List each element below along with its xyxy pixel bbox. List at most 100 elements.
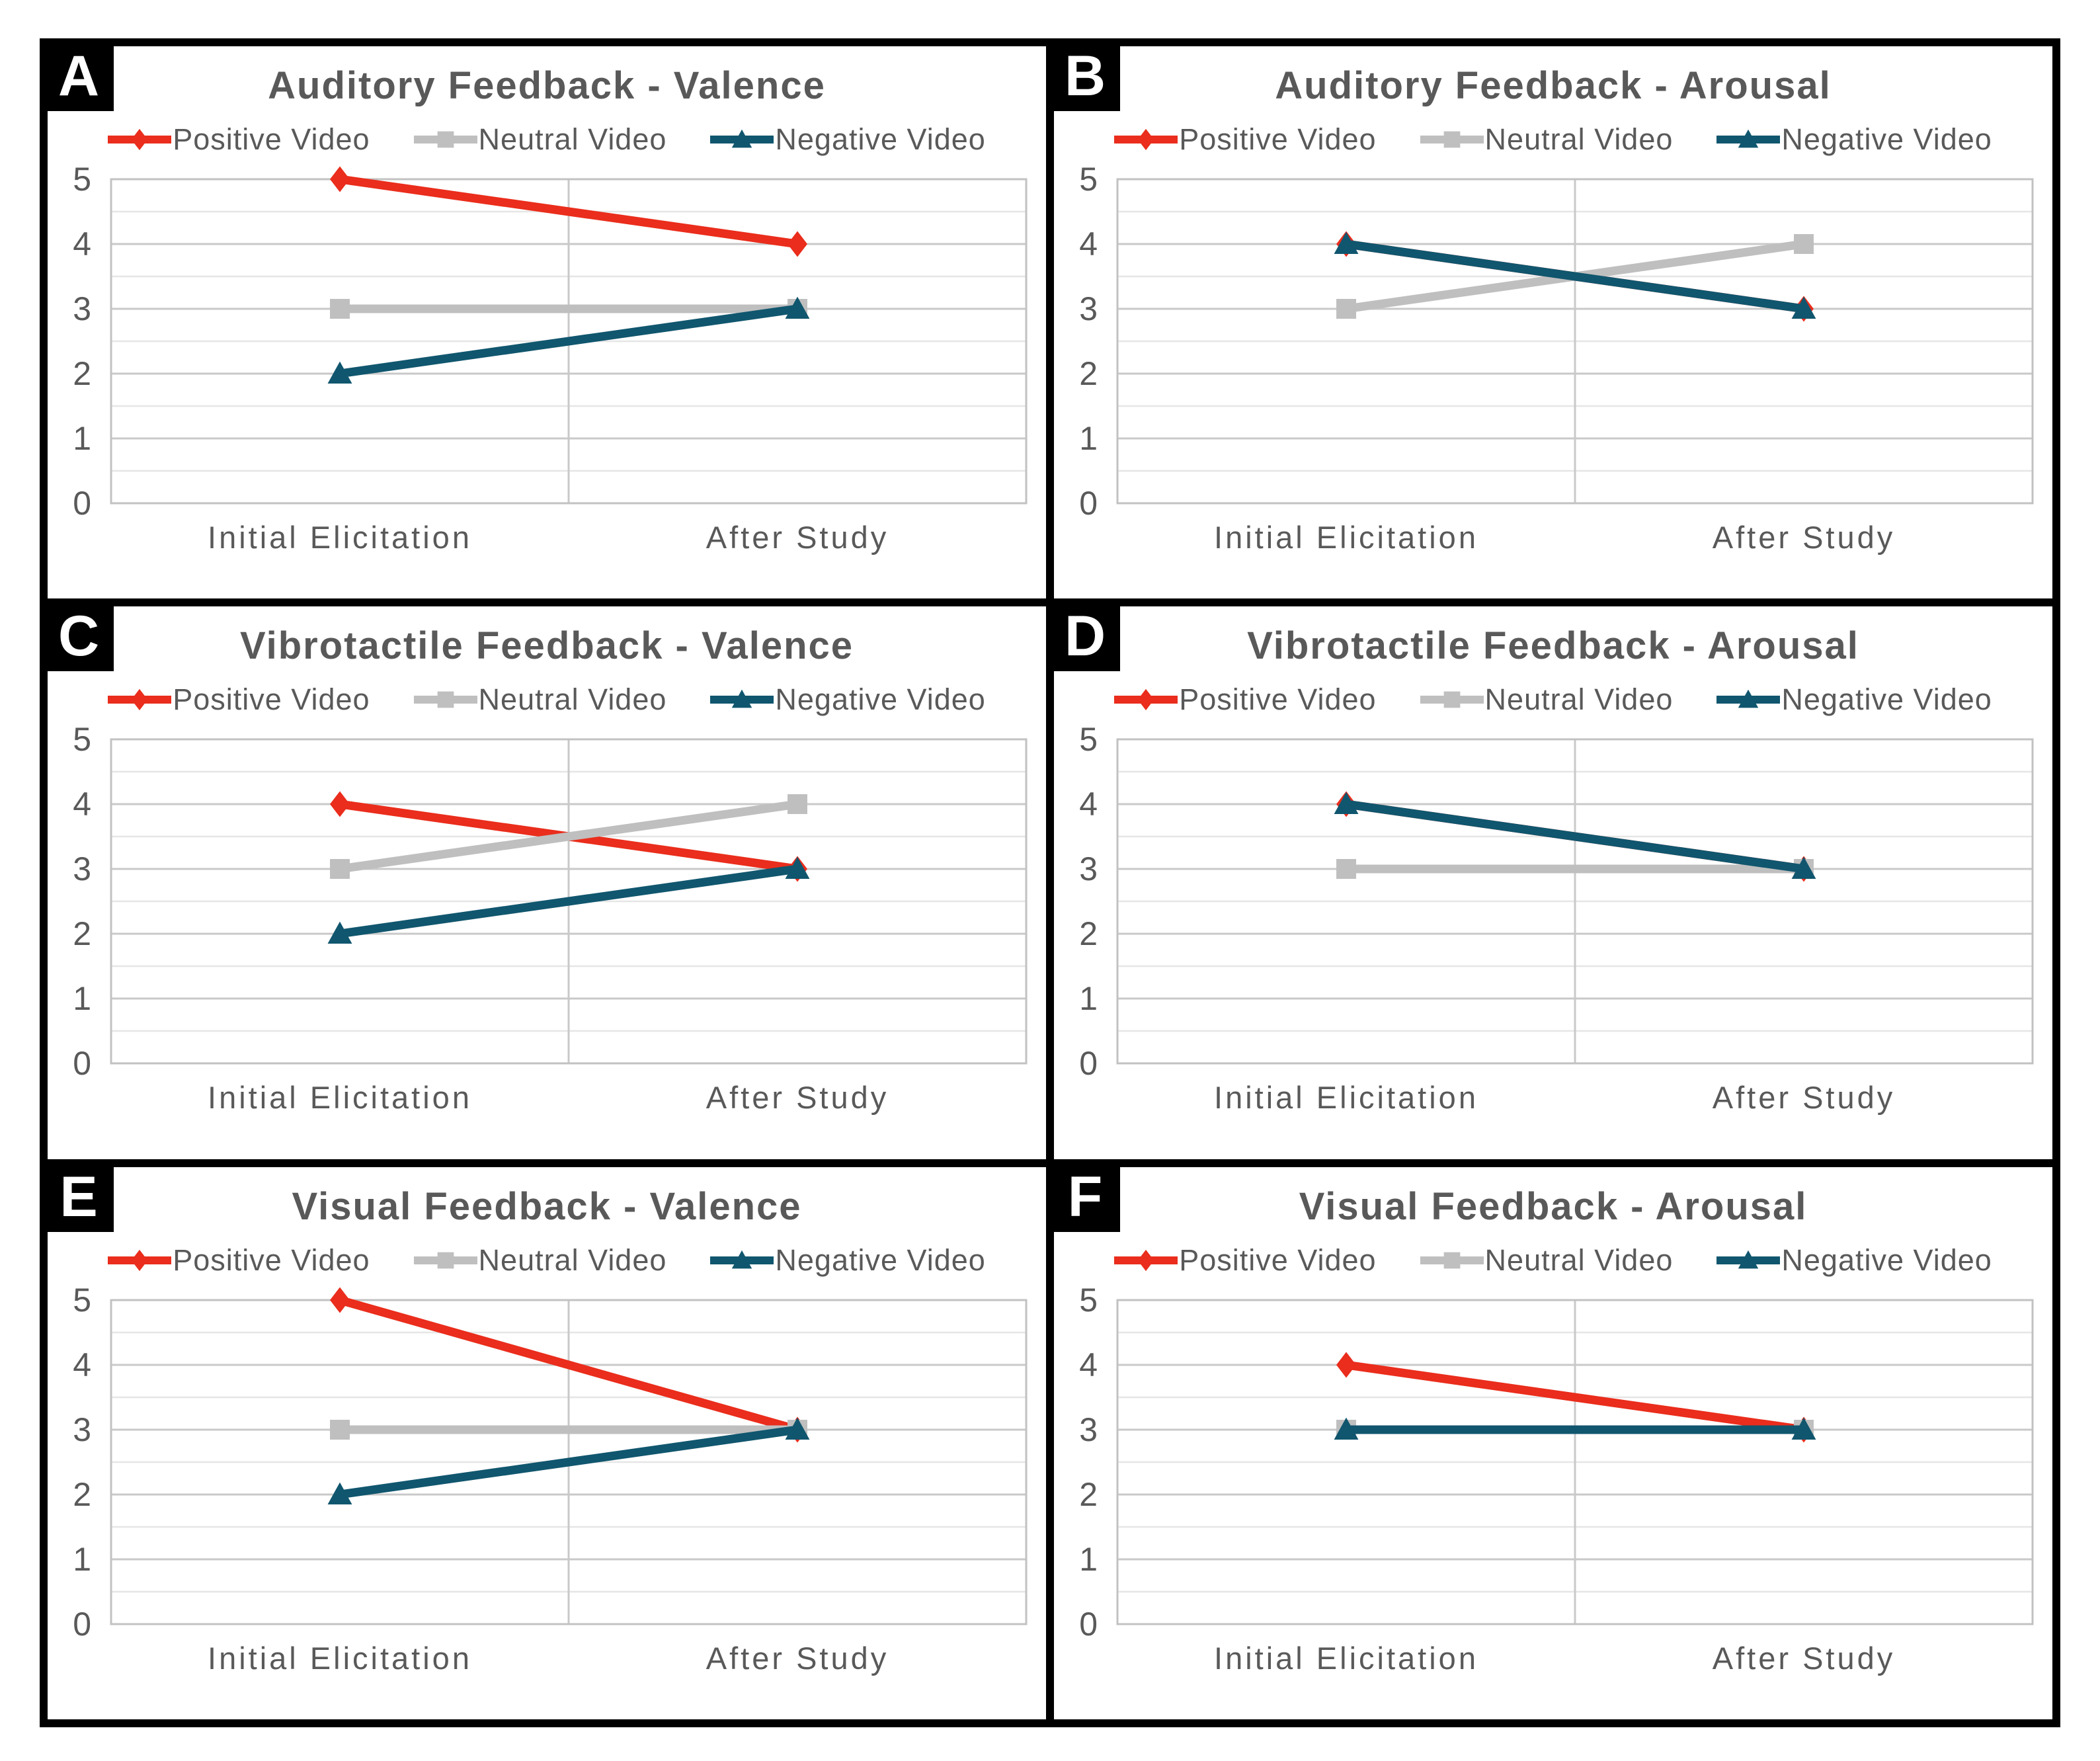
series-marker-positive-video (330, 166, 350, 192)
legend-item: Negative Video (710, 682, 985, 717)
y-axis: 0 1 2 3 4 5 (1054, 721, 1117, 1082)
chart-panel: F Visual Feedback - Arousal Positive Vid… (1050, 1161, 2052, 1719)
x-axis: Initial Elicitation After Study (111, 1063, 1026, 1123)
x-axis: Initial Elicitation After Study (1117, 1624, 2033, 1684)
x-category-label: Initial Elicitation (208, 1640, 472, 1676)
legend-item: Neutral Video (1420, 1243, 1674, 1278)
series-line-negative-video (339, 304, 798, 378)
legend-item: Negative Video (1716, 122, 1992, 157)
legend-marker-triangle-icon (710, 1250, 774, 1269)
legend-item: Neutral Video (413, 1243, 667, 1278)
plot-area (110, 738, 1028, 1065)
legend-item: Neutral Video (413, 122, 667, 157)
legend-item: Positive Video (1114, 122, 1376, 157)
x-category-label: After Study (706, 1080, 889, 1116)
chart-legend: Positive Video Neutral Video Negative Vide… (48, 682, 1046, 717)
plot-container (110, 738, 1028, 1065)
y-tick-label: 5 (1079, 1281, 1098, 1319)
plot-area (1116, 1299, 2034, 1625)
y-tick-label: 2 (73, 915, 91, 953)
chart-title: Auditory Feedback - Arousal (1275, 64, 1832, 107)
x-category-label: After Study (1712, 520, 1896, 555)
x-category-label: After Study (1712, 1080, 1896, 1116)
legend-item-label: Positive Video (173, 1243, 370, 1277)
x-category-label: Initial Elicitation (1214, 520, 1478, 555)
legend-marker-triangle-icon (1716, 1250, 1781, 1269)
y-tick-label: 4 (1079, 225, 1098, 263)
series-marker-neutral-video (330, 859, 350, 880)
series-marker-negative-video (327, 921, 352, 944)
y-tick-label: 0 (1079, 1605, 1098, 1643)
plot-border (110, 178, 1028, 505)
plot-area (110, 1287, 1028, 1625)
plot-area (110, 166, 1028, 505)
series-marker-negative-video (1334, 1417, 1359, 1440)
legend-marker-diamond-icon (108, 128, 172, 151)
x-axis: Initial Elicitation After Study (1117, 503, 2033, 563)
y-tick-label: 3 (1079, 850, 1098, 888)
panel-label-letter: F (1067, 1165, 1103, 1229)
series-marker-negative-video (785, 1417, 810, 1440)
chart-panel: E Visual Feedback - Valence Positive Vid… (44, 1161, 1046, 1719)
legend-item: Positive Video (1114, 1243, 1376, 1278)
series-marker-negative-video (1791, 856, 1816, 880)
y-tick-label: 4 (73, 1346, 91, 1383)
y-tick-label: 1 (1079, 1540, 1098, 1578)
legend-marker-square-icon (1420, 131, 1484, 148)
y-tick-label: 2 (73, 355, 91, 392)
series-marker-negative-video (1791, 1417, 1816, 1440)
y-tick-label: 0 (73, 485, 91, 522)
y-axis: 0 1 2 3 4 5 (1054, 1282, 1117, 1643)
series-marker-neutral-video (330, 299, 350, 319)
legend-item: Neutral Video (1420, 122, 1674, 157)
plot-border (1116, 738, 2034, 1065)
chart-title: Visual Feedback - Valence (292, 1184, 802, 1228)
chart-title: Vibrotactile Feedback - Arousal (1247, 624, 1859, 668)
x-category-label: Initial Elicitation (208, 520, 472, 555)
chart-legend: Positive Video Neutral Video Negative Vide… (1054, 1243, 2052, 1278)
legend-marker-triangle-icon (1716, 129, 1781, 148)
y-tick-label: 3 (1079, 1411, 1098, 1448)
panel-label-box: E (44, 1161, 114, 1232)
legend-marker-triangle-icon (710, 129, 774, 148)
series-marker-neutral-video (788, 794, 807, 815)
y-tick-label: 2 (1079, 1475, 1098, 1513)
chart-row: 0 1 2 3 4 5 (1054, 161, 2052, 522)
legend-marker-square-icon (1420, 691, 1484, 708)
chart-row: 0 1 2 3 4 5 (48, 1282, 1046, 1643)
series-marker-neutral-video (1794, 234, 1814, 254)
panel-label-letter: D (1064, 604, 1106, 669)
legend-item-label: Negative Video (1781, 122, 1992, 156)
x-category-label: After Study (706, 1640, 889, 1676)
panel-label-box: F (1050, 1161, 1120, 1232)
panel-label-box: B (1050, 41, 1120, 111)
legend-marker-diamond-icon (1114, 128, 1178, 151)
chart-row: 0 1 2 3 4 5 (48, 721, 1046, 1082)
legend-item-label: Neutral Video (1484, 1243, 1674, 1277)
series-line-positive-video (339, 175, 798, 249)
chart-row: 0 1 2 3 4 5 (48, 161, 1046, 522)
y-tick-label: 3 (1079, 290, 1098, 327)
legend-item: Neutral Video (413, 682, 667, 717)
chart-legend: Positive Video Neutral Video Negative Vide… (48, 122, 1046, 157)
series-marker-negative-video (327, 1482, 352, 1504)
chart-title: Vibrotactile Feedback - Valence (239, 624, 854, 668)
plot-container (110, 166, 1028, 505)
y-tick-label: 2 (1079, 915, 1098, 953)
legend-item-label: Negative Video (1781, 1243, 1992, 1277)
legend-marker-square-icon (413, 1252, 477, 1269)
y-axis: 0 1 2 3 4 5 (48, 161, 111, 522)
chart-panel: B Auditory Feedback - Arousal Positive V… (1050, 41, 2052, 599)
legend-item-label: Negative Video (775, 1243, 986, 1277)
legend-item-label: Positive Video (1179, 1243, 1377, 1277)
series-marker-negative-video (1334, 792, 1359, 815)
series-marker-negative-video (785, 856, 810, 880)
legend-item-label: Negative Video (775, 122, 986, 156)
legend-item: Negative Video (1716, 1243, 1992, 1278)
chart-legend: Positive Video Neutral Video Negative Vide… (1054, 122, 2052, 157)
y-tick-label: 4 (1079, 786, 1098, 823)
plot-border (110, 738, 1028, 1065)
panel-label-letter: B (1064, 44, 1106, 108)
y-tick-label: 4 (1079, 1346, 1098, 1383)
y-tick-label: 5 (73, 161, 91, 198)
